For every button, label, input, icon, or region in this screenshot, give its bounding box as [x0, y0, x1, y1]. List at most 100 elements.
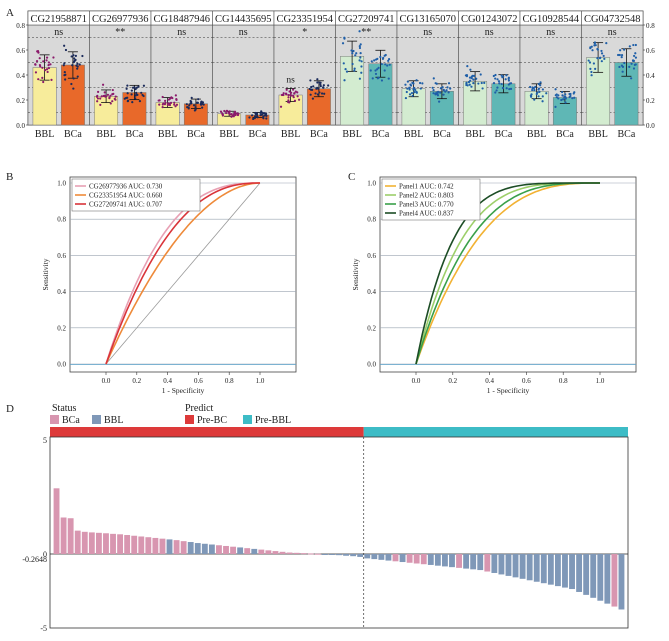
sample-dot [555, 96, 558, 99]
sample-dot [374, 69, 377, 72]
x-tick: 0.4 [485, 377, 494, 385]
score-bar [547, 554, 554, 585]
sample-dot [621, 70, 624, 73]
x-tick: 0.4 [163, 377, 172, 385]
sample-dot [591, 49, 594, 52]
legend-entry: CG27209741 AUC: 0.707 [89, 201, 163, 209]
group-label-bbl: BBL [527, 129, 546, 140]
score-bar [223, 545, 229, 554]
sample-dot [537, 82, 541, 86]
probe-name: CG27209741 [338, 14, 395, 25]
sample-dot [446, 86, 449, 89]
score-bar [166, 539, 173, 554]
sample-dot [434, 82, 437, 85]
sample-dot [130, 89, 133, 92]
sample-dot [161, 103, 164, 106]
sample-dot [537, 95, 540, 98]
sample-dot [351, 62, 354, 66]
score-bar [81, 531, 88, 554]
sample-dot [52, 56, 55, 59]
sample-dot [231, 114, 234, 117]
group-label-bca: BCa [310, 129, 328, 140]
sample-dot [318, 91, 321, 94]
y-tick-left: 0.0 [16, 122, 25, 130]
sample-dot [316, 93, 320, 96]
sample-dot [432, 89, 435, 92]
score-bar [505, 554, 512, 576]
sample-dot [408, 88, 411, 91]
x-tick: 0.2 [448, 377, 457, 385]
sample-dot [41, 66, 44, 69]
legend-entry: Panel2 AUC: 0.803 [399, 192, 454, 200]
sample-dot [76, 75, 79, 78]
score-bar [300, 553, 307, 555]
sample-dot [594, 67, 597, 70]
significance-label: ** [115, 27, 125, 38]
sample-dot [618, 65, 621, 69]
sample-dot [187, 107, 190, 110]
sample-dot [415, 91, 418, 94]
sample-dot [64, 78, 67, 81]
x-axis-label: 1 - Specificity [162, 386, 205, 395]
sample-dot [554, 105, 557, 109]
sample-dot [562, 98, 565, 101]
y-tick: 0.2 [57, 324, 66, 332]
sample-dot [292, 88, 295, 91]
sample-dot [360, 71, 363, 74]
sample-dot [539, 81, 542, 84]
sample-dot [504, 78, 507, 81]
sample-dot [126, 99, 130, 102]
sample-dot [74, 54, 77, 57]
significance-label: ** [361, 27, 371, 38]
sample-dot [630, 62, 633, 65]
pre-bbl-strip [363, 427, 628, 437]
score-bar [279, 551, 286, 554]
score-bar [597, 554, 604, 601]
sample-dot [310, 85, 313, 89]
sample-dot [602, 54, 605, 58]
sample-dot [287, 96, 290, 99]
sample-dot [194, 106, 197, 109]
sample-dot [467, 81, 471, 84]
sample-dot [322, 84, 325, 87]
sample-dot [63, 74, 66, 77]
y-tick: 0.8 [367, 216, 376, 224]
score-bar [618, 554, 625, 610]
sample-dot [259, 111, 262, 115]
sample-dot [620, 55, 623, 59]
sample-dot [561, 90, 564, 94]
sample-dot [47, 66, 51, 70]
sample-dot [287, 101, 290, 104]
sample-dot [358, 30, 361, 33]
score-bar [307, 553, 314, 555]
sample-dot [557, 94, 560, 97]
sample-dot [494, 77, 497, 80]
roc-curve-3 [105, 182, 260, 365]
group-label-bbl: BBL [96, 129, 115, 140]
sample-dot [188, 104, 191, 107]
sample-dot [114, 95, 117, 98]
sample-dot [505, 74, 508, 77]
y-axis-label: Sensitivity [41, 258, 50, 290]
sample-dot [250, 114, 254, 117]
score-bar [364, 554, 371, 559]
group-label-bbl: BBL [281, 129, 300, 140]
legend-entry: Panel1 AUC: 0.742 [399, 183, 454, 191]
sample-dot [569, 94, 572, 98]
sample-dot [137, 85, 140, 88]
score-bar [329, 554, 335, 555]
significance-label: * [302, 27, 307, 38]
sample-dot [96, 100, 99, 103]
sample-dot [529, 85, 532, 89]
score-bar [491, 554, 498, 573]
sample-dot [388, 63, 391, 66]
y-tick: 0.4 [57, 288, 66, 296]
sample-dot [47, 63, 50, 67]
legend-swatch [92, 415, 101, 424]
sample-dot [404, 96, 408, 100]
sample-dot [221, 114, 224, 117]
sample-dot [538, 90, 541, 93]
sample-dot [479, 73, 482, 76]
sample-dot [225, 109, 228, 112]
sample-dot [70, 55, 73, 58]
